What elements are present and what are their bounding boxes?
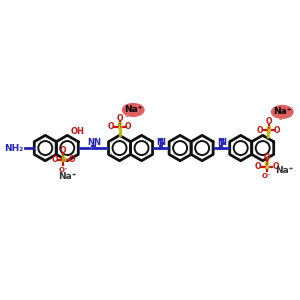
- Text: O: O: [263, 153, 270, 162]
- Text: O: O: [255, 162, 261, 171]
- Text: O: O: [125, 122, 132, 131]
- Text: Na⁺: Na⁺: [58, 172, 76, 181]
- Text: Na⁺: Na⁺: [273, 107, 291, 116]
- Text: N: N: [156, 138, 163, 147]
- Ellipse shape: [272, 106, 293, 118]
- Text: Na⁺: Na⁺: [275, 166, 293, 175]
- Text: N: N: [87, 138, 94, 147]
- Text: O: O: [274, 126, 280, 135]
- Text: N: N: [158, 138, 165, 147]
- Text: O: O: [60, 146, 67, 155]
- Text: O: O: [272, 162, 279, 171]
- Text: O: O: [107, 122, 114, 131]
- Text: O: O: [265, 117, 272, 126]
- Text: N: N: [217, 138, 224, 147]
- Text: O: O: [256, 126, 263, 135]
- Text: S: S: [266, 126, 272, 135]
- Text: S: S: [60, 155, 66, 164]
- Text: NH₂: NH₂: [4, 143, 24, 152]
- Text: OH: OH: [70, 127, 84, 136]
- Text: N: N: [219, 138, 226, 147]
- Text: S: S: [264, 162, 270, 171]
- Text: S: S: [116, 122, 122, 131]
- Text: O⁻: O⁻: [58, 167, 68, 172]
- Text: O: O: [51, 155, 58, 164]
- Text: O: O: [69, 155, 75, 164]
- Text: Na⁺: Na⁺: [124, 105, 142, 114]
- Text: ⁻: ⁻: [278, 119, 282, 125]
- Text: ⁻: ⁻: [124, 116, 128, 122]
- Text: N: N: [93, 138, 100, 147]
- Text: O⁻: O⁻: [262, 173, 272, 179]
- Text: O: O: [116, 114, 123, 123]
- Ellipse shape: [122, 103, 144, 116]
